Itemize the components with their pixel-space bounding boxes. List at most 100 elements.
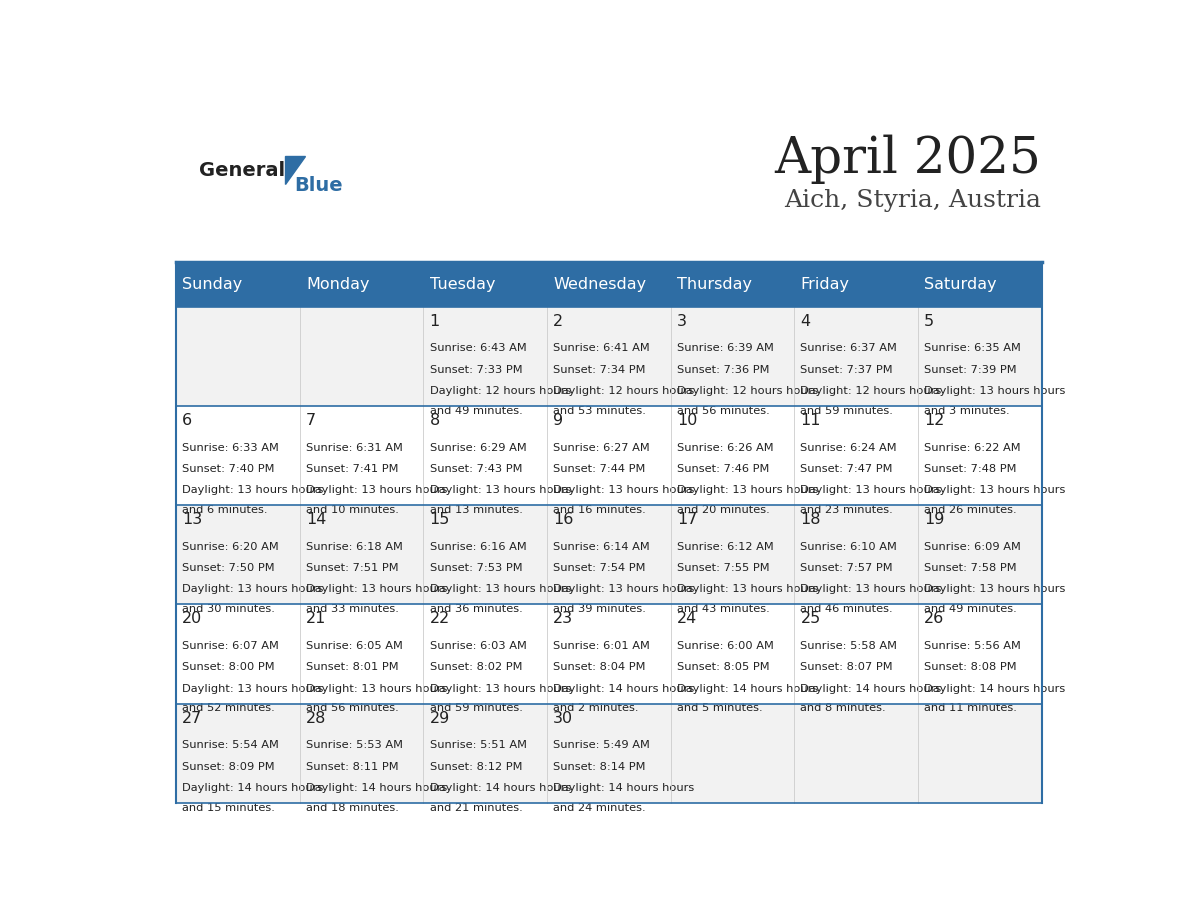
Text: Sunset: 7:46 PM: Sunset: 7:46 PM	[677, 464, 769, 474]
Text: 18: 18	[801, 512, 821, 527]
Text: Sunrise: 6:18 AM: Sunrise: 6:18 AM	[307, 542, 403, 552]
Text: and 11 minutes.: and 11 minutes.	[924, 703, 1017, 713]
Text: Sunset: 8:04 PM: Sunset: 8:04 PM	[554, 663, 646, 672]
Text: 4: 4	[801, 314, 810, 329]
Bar	[176, 307, 299, 406]
Bar	[176, 505, 299, 604]
Text: Sunset: 8:12 PM: Sunset: 8:12 PM	[430, 762, 522, 772]
Text: Daylight: 14 hours hours: Daylight: 14 hours hours	[801, 684, 942, 694]
Bar	[795, 263, 918, 307]
Text: Sunrise: 6:24 AM: Sunrise: 6:24 AM	[801, 442, 897, 453]
Text: and 30 minutes.: and 30 minutes.	[182, 604, 276, 614]
Bar	[795, 703, 918, 803]
Text: 15: 15	[430, 512, 450, 527]
Bar	[918, 307, 1042, 406]
Text: Sunset: 8:05 PM: Sunset: 8:05 PM	[677, 663, 770, 672]
Text: Sunrise: 6:22 AM: Sunrise: 6:22 AM	[924, 442, 1020, 453]
Text: Daylight: 13 hours hours: Daylight: 13 hours hours	[801, 585, 942, 594]
Text: and 36 minutes.: and 36 minutes.	[430, 604, 523, 614]
Text: Sunrise: 5:53 AM: Sunrise: 5:53 AM	[307, 741, 403, 750]
Text: Sunrise: 6:05 AM: Sunrise: 6:05 AM	[307, 641, 403, 651]
Text: Sunset: 7:55 PM: Sunset: 7:55 PM	[677, 563, 770, 573]
Text: Wednesday: Wednesday	[554, 277, 646, 292]
Text: and 59 minutes.: and 59 minutes.	[801, 406, 893, 416]
Text: Sunrise: 5:54 AM: Sunrise: 5:54 AM	[182, 741, 279, 750]
Text: Daylight: 14 hours hours: Daylight: 14 hours hours	[430, 783, 570, 793]
Text: 25: 25	[801, 611, 821, 626]
Bar	[671, 307, 795, 406]
Text: and 43 minutes.: and 43 minutes.	[677, 604, 770, 614]
Text: Daylight: 13 hours hours: Daylight: 13 hours hours	[554, 485, 695, 495]
Text: Tuesday: Tuesday	[430, 277, 495, 292]
Text: 20: 20	[182, 611, 202, 626]
Text: and 10 minutes.: and 10 minutes.	[307, 505, 399, 515]
Text: Daylight: 13 hours hours: Daylight: 13 hours hours	[430, 585, 571, 594]
Bar	[299, 703, 423, 803]
Text: and 5 minutes.: and 5 minutes.	[677, 703, 763, 713]
Text: Daylight: 13 hours hours: Daylight: 13 hours hours	[801, 485, 942, 495]
Text: Daylight: 12 hours hours: Daylight: 12 hours hours	[430, 386, 570, 396]
Text: and 15 minutes.: and 15 minutes.	[182, 802, 276, 812]
Text: Sunset: 8:02 PM: Sunset: 8:02 PM	[430, 663, 522, 672]
Text: 11: 11	[801, 413, 821, 428]
Bar	[918, 703, 1042, 803]
Text: Daylight: 13 hours hours: Daylight: 13 hours hours	[307, 684, 448, 694]
Text: and 24 minutes.: and 24 minutes.	[554, 802, 646, 812]
Bar	[299, 263, 423, 307]
Text: and 33 minutes.: and 33 minutes.	[307, 604, 399, 614]
Text: Saturday: Saturday	[924, 277, 997, 292]
Text: Aich, Styria, Austria: Aich, Styria, Austria	[784, 189, 1042, 212]
Bar	[546, 307, 671, 406]
Text: Daylight: 12 hours hours: Daylight: 12 hours hours	[554, 386, 695, 396]
Text: Blue: Blue	[293, 176, 342, 196]
Text: and 23 minutes.: and 23 minutes.	[801, 505, 893, 515]
Bar	[795, 604, 918, 703]
Text: and 49 minutes.: and 49 minutes.	[430, 406, 523, 416]
Bar	[671, 703, 795, 803]
Text: Daylight: 14 hours hours: Daylight: 14 hours hours	[924, 684, 1066, 694]
Text: Daylight: 14 hours hours: Daylight: 14 hours hours	[182, 783, 323, 793]
Text: Daylight: 14 hours hours: Daylight: 14 hours hours	[554, 684, 695, 694]
Text: 21: 21	[307, 611, 327, 626]
Text: Sunset: 8:01 PM: Sunset: 8:01 PM	[307, 663, 398, 672]
Text: and 26 minutes.: and 26 minutes.	[924, 505, 1017, 515]
Text: Sunrise: 6:14 AM: Sunrise: 6:14 AM	[554, 542, 650, 552]
Text: Daylight: 12 hours hours: Daylight: 12 hours hours	[801, 386, 942, 396]
Text: Sunrise: 6:20 AM: Sunrise: 6:20 AM	[182, 542, 279, 552]
Text: Sunset: 7:37 PM: Sunset: 7:37 PM	[801, 364, 893, 375]
Text: 6: 6	[182, 413, 192, 428]
Text: Sunrise: 6:09 AM: Sunrise: 6:09 AM	[924, 542, 1020, 552]
Text: Sunset: 7:57 PM: Sunset: 7:57 PM	[801, 563, 893, 573]
Text: Sunrise: 6:31 AM: Sunrise: 6:31 AM	[307, 442, 403, 453]
Bar	[795, 307, 918, 406]
Text: Sunset: 7:50 PM: Sunset: 7:50 PM	[182, 563, 274, 573]
Text: Daylight: 13 hours hours: Daylight: 13 hours hours	[307, 485, 448, 495]
Text: Sunset: 7:40 PM: Sunset: 7:40 PM	[182, 464, 274, 474]
Bar	[918, 505, 1042, 604]
Text: and 8 minutes.: and 8 minutes.	[801, 703, 886, 713]
Bar	[176, 406, 299, 505]
Text: 3: 3	[677, 314, 687, 329]
Bar	[918, 604, 1042, 703]
Text: 22: 22	[430, 611, 450, 626]
Text: Daylight: 13 hours hours: Daylight: 13 hours hours	[182, 485, 323, 495]
Text: Sunrise: 6:41 AM: Sunrise: 6:41 AM	[554, 343, 650, 353]
Text: Sunrise: 6:01 AM: Sunrise: 6:01 AM	[554, 641, 650, 651]
Text: 27: 27	[182, 711, 202, 726]
Text: 26: 26	[924, 611, 944, 626]
Text: Sunset: 7:41 PM: Sunset: 7:41 PM	[307, 464, 398, 474]
Bar	[299, 406, 423, 505]
Text: and 13 minutes.: and 13 minutes.	[430, 505, 523, 515]
Bar	[423, 505, 546, 604]
Text: 14: 14	[307, 512, 327, 527]
Text: Daylight: 13 hours hours: Daylight: 13 hours hours	[307, 585, 448, 594]
Text: Sunset: 7:53 PM: Sunset: 7:53 PM	[430, 563, 523, 573]
Bar	[795, 406, 918, 505]
Text: 13: 13	[182, 512, 202, 527]
Text: Daylight: 14 hours hours: Daylight: 14 hours hours	[554, 783, 695, 793]
Text: and 18 minutes.: and 18 minutes.	[307, 802, 399, 812]
Text: Daylight: 13 hours hours: Daylight: 13 hours hours	[430, 485, 571, 495]
Text: and 3 minutes.: and 3 minutes.	[924, 406, 1010, 416]
Text: Sunrise: 6:33 AM: Sunrise: 6:33 AM	[182, 442, 279, 453]
Text: Sunrise: 5:49 AM: Sunrise: 5:49 AM	[554, 741, 650, 750]
